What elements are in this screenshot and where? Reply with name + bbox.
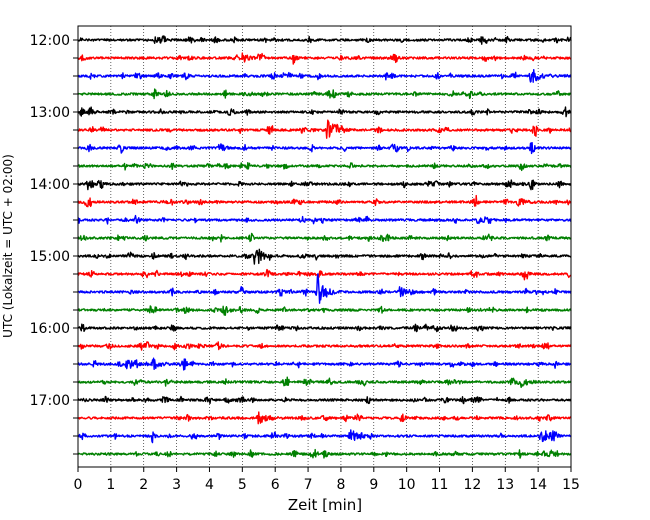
trace-1430 bbox=[77, 214, 572, 225]
plot-frame bbox=[77, 25, 572, 468]
x-tick-label: 2 bbox=[139, 477, 148, 493]
trace-1515 bbox=[77, 268, 572, 281]
x-axis-label: Zeit [min] bbox=[288, 496, 362, 514]
x-tick-label: 8 bbox=[336, 477, 345, 493]
trace-1330 bbox=[77, 142, 572, 155]
x-tick-label: 5 bbox=[238, 477, 247, 493]
trace-1715 bbox=[77, 411, 572, 425]
y-axis-ticks: 12:00 13:00 14:00 15:00 16:00 17:00 bbox=[30, 33, 78, 455]
y-tick-label: 16:00 bbox=[30, 321, 70, 337]
x-tick-label: 7 bbox=[304, 477, 313, 493]
trace-1500 bbox=[77, 248, 572, 265]
trace-1730 bbox=[77, 429, 572, 444]
x-tick-label: 0 bbox=[74, 477, 83, 493]
x-tick-label: 11 bbox=[431, 477, 449, 493]
y-tick-label: 12:00 bbox=[30, 33, 70, 49]
x-tick-label: 10 bbox=[398, 477, 416, 493]
trace-1315 bbox=[77, 119, 572, 139]
trace-1345 bbox=[77, 161, 572, 172]
x-tick-label: 3 bbox=[172, 477, 181, 493]
trace-1745 bbox=[77, 448, 572, 459]
trace-1415 bbox=[77, 194, 572, 208]
trace-1400 bbox=[77, 179, 572, 191]
trace-1300 bbox=[77, 106, 572, 118]
x-tick-label: 12 bbox=[463, 477, 481, 493]
y-tick-label: 15:00 bbox=[30, 249, 70, 265]
x-tick-label: 6 bbox=[271, 477, 280, 493]
x-tick-label: 9 bbox=[369, 477, 378, 493]
trace-1245 bbox=[77, 88, 572, 100]
trace-1530 bbox=[77, 273, 572, 304]
trace-1645 bbox=[77, 376, 572, 389]
x-tick-label: 1 bbox=[106, 477, 115, 493]
y-axis-label: UTC (Lokalzeit = UTC + 02:00) bbox=[1, 154, 15, 338]
y-tick-label: 17:00 bbox=[30, 393, 70, 409]
trace-1545 bbox=[77, 305, 572, 316]
x-tick-label: 4 bbox=[205, 477, 214, 493]
trace-1445 bbox=[77, 232, 572, 243]
x-tick-label: 14 bbox=[529, 477, 547, 493]
x-axis-ticks: 0 1 2 3 4 5 6 7 8 9 10 11 12 13 14 15 bbox=[74, 467, 580, 493]
y-tick-label: 13:00 bbox=[30, 105, 70, 121]
y-tick-label: 14:00 bbox=[30, 177, 70, 193]
x-tick-label: 13 bbox=[496, 477, 514, 493]
trace-1200 bbox=[77, 35, 572, 45]
trace-1230 bbox=[77, 68, 572, 83]
x-tick-label: 15 bbox=[562, 477, 580, 493]
trace-1630 bbox=[77, 357, 572, 371]
trace-1615 bbox=[77, 341, 572, 351]
trace-1215 bbox=[77, 52, 572, 65]
trace-1600 bbox=[77, 323, 572, 333]
seismic-traces bbox=[77, 35, 572, 459]
trace-1700 bbox=[77, 395, 572, 405]
